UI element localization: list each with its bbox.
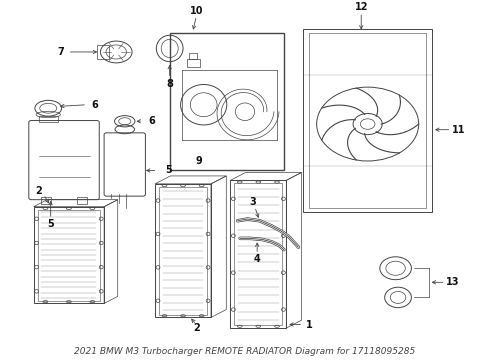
Text: 1: 1	[306, 320, 313, 329]
Bar	[155, 184, 211, 318]
Text: 7: 7	[57, 47, 64, 57]
Bar	[38, 210, 100, 301]
Bar	[34, 207, 104, 303]
Text: 2021 BMW M3 Turbocharger REMOTE RADIATOR Diagram for 17118095285: 2021 BMW M3 Turbocharger REMOTE RADIATOR…	[74, 347, 416, 356]
Bar	[170, 33, 284, 170]
Text: 10: 10	[190, 6, 203, 16]
Bar	[230, 180, 286, 328]
Bar	[303, 29, 432, 212]
Text: 2: 2	[35, 186, 42, 196]
Text: 11: 11	[452, 125, 466, 135]
Text: 9: 9	[196, 156, 202, 166]
Bar	[39, 116, 58, 122]
Text: 2: 2	[193, 323, 200, 333]
Bar	[159, 186, 207, 315]
Bar	[41, 197, 50, 204]
Text: 5: 5	[165, 166, 172, 175]
Text: 5: 5	[48, 219, 54, 229]
Bar	[234, 183, 282, 325]
Text: 3: 3	[249, 198, 256, 207]
Bar	[97, 45, 109, 59]
Text: 6: 6	[91, 100, 98, 110]
Text: 13: 13	[446, 277, 460, 287]
Bar	[309, 33, 426, 208]
Text: 8: 8	[166, 78, 173, 89]
Text: 6: 6	[149, 116, 155, 126]
Bar	[77, 197, 87, 204]
Text: 4: 4	[254, 254, 261, 264]
Text: 12: 12	[354, 2, 368, 12]
Bar	[187, 59, 200, 67]
Bar	[189, 53, 197, 59]
